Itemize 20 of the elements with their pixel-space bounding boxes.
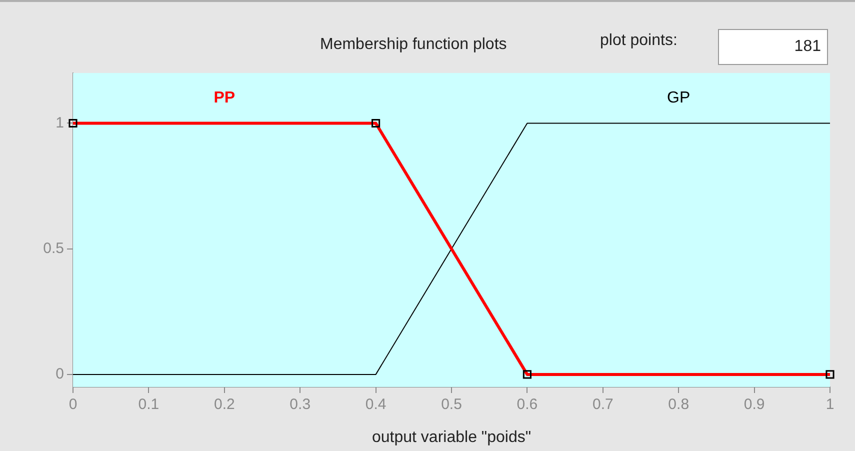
x-tick-label: 0 [68,396,78,414]
x-tick-label: 0.6 [516,396,538,414]
x-tick-label: 0.4 [365,396,386,414]
x-tick-label: 0.3 [290,396,311,414]
x-axis-title: output variable "poids" [372,428,532,446]
series-label: GP [667,90,690,107]
series-label: PP [214,90,236,107]
text: plot points: [600,32,678,50]
y-tick-label: 0.5 [43,240,64,257]
chart-title: Membership function plots [320,36,507,54]
y-tick-label: 0 [56,366,64,383]
x-tick-label: 0.5 [441,396,462,414]
x-tick-label: 0.2 [214,396,235,414]
text-field: 181 [718,29,828,65]
x-tick-label: 1 [826,396,834,414]
x-tick-label: 0.9 [744,396,765,414]
x-tick-label: 0.8 [668,396,690,414]
x-tick-label: 0.1 [138,396,160,414]
x-tick-label: 0.7 [592,396,614,414]
y-tick-label: 1 [56,114,64,132]
